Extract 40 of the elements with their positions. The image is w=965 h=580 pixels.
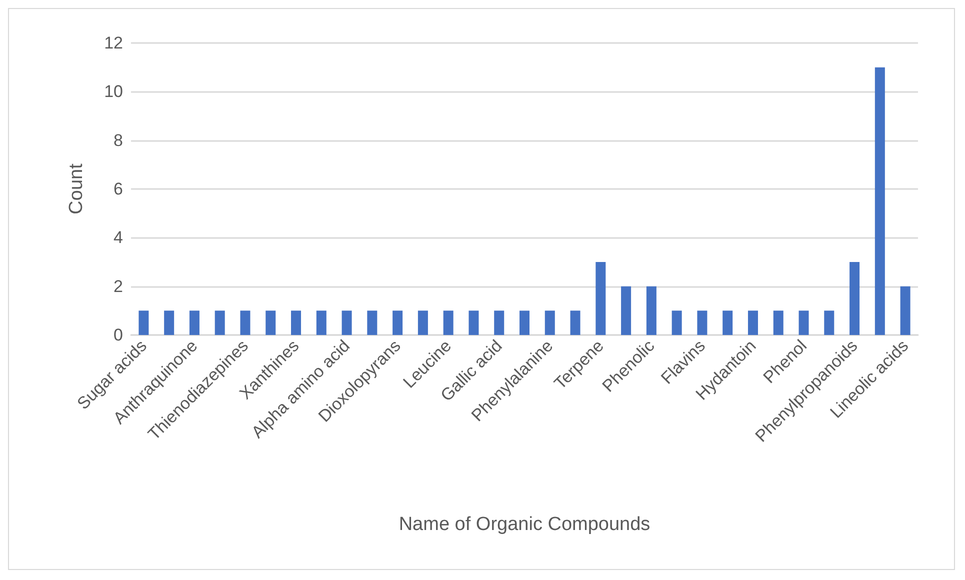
bar (392, 310, 403, 335)
bar (266, 310, 276, 335)
bar (570, 310, 580, 335)
y-tick-label: 4 (114, 228, 123, 248)
bar (443, 310, 454, 335)
bar (189, 310, 200, 335)
bar (494, 310, 504, 335)
bar (544, 310, 555, 335)
y-tick-label: 2 (114, 276, 123, 296)
bar (748, 310, 758, 335)
bar (697, 310, 708, 335)
y-tick-label: 6 (114, 180, 123, 198)
bar (672, 310, 682, 335)
bar (773, 310, 784, 335)
y-tick-label: 8 (114, 130, 123, 150)
bar (468, 310, 479, 335)
bar (138, 310, 149, 335)
bar (367, 310, 378, 335)
bar (850, 262, 860, 335)
bar (646, 286, 656, 335)
y-tick-label: 0 (114, 326, 123, 344)
bar (418, 310, 428, 335)
bar (164, 310, 174, 335)
bar (621, 286, 632, 335)
bar (900, 286, 910, 335)
bar (824, 310, 834, 335)
bar (214, 310, 225, 335)
bar (342, 310, 352, 335)
bar (596, 262, 606, 335)
y-tick-label: 10 (104, 82, 123, 102)
bar (874, 67, 885, 335)
bar (316, 310, 326, 335)
y-axis-title: Count (66, 162, 87, 214)
bar (520, 310, 530, 335)
bar (798, 310, 809, 335)
y-tick-label: 12 (104, 34, 123, 52)
bar (722, 310, 733, 335)
bar (291, 310, 302, 335)
bar (240, 310, 250, 335)
x-axis-title: Name of Organic Compounds (398, 514, 650, 535)
